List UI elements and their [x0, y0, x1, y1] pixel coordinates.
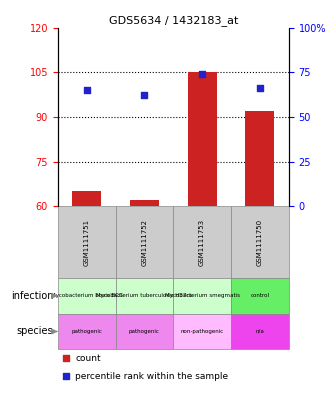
- Bar: [115, 314, 173, 349]
- Text: GSM1111750: GSM1111750: [257, 219, 263, 266]
- Bar: [188, 72, 216, 206]
- Point: [64, 373, 69, 379]
- Text: pathogenic: pathogenic: [71, 329, 102, 334]
- Bar: [173, 206, 231, 278]
- Bar: [231, 278, 289, 314]
- Bar: [115, 206, 173, 278]
- Bar: [231, 206, 289, 278]
- Title: GDS5634 / 1432183_at: GDS5634 / 1432183_at: [109, 15, 238, 26]
- Bar: [231, 314, 289, 349]
- Bar: [58, 314, 115, 349]
- Text: count: count: [75, 354, 101, 363]
- Point: [84, 87, 89, 93]
- Text: non-pathogenic: non-pathogenic: [181, 329, 224, 334]
- Text: Mycobacterium bovis BCG: Mycobacterium bovis BCG: [50, 293, 123, 298]
- Bar: [246, 111, 274, 206]
- Text: Mycobacterium tuberculosis H37ra: Mycobacterium tuberculosis H37ra: [96, 293, 192, 298]
- Bar: [130, 200, 159, 206]
- Text: infection: infection: [11, 291, 53, 301]
- Bar: [58, 206, 115, 278]
- Bar: [72, 191, 101, 206]
- Point: [142, 92, 147, 99]
- Text: pathogenic: pathogenic: [129, 329, 160, 334]
- Text: control: control: [250, 293, 269, 298]
- Bar: [115, 278, 173, 314]
- Bar: [173, 314, 231, 349]
- Point: [257, 85, 263, 92]
- Bar: [58, 278, 115, 314]
- Text: Mycobacterium smegmatis: Mycobacterium smegmatis: [165, 293, 240, 298]
- Text: GSM1111753: GSM1111753: [199, 219, 205, 266]
- Text: percentile rank within the sample: percentile rank within the sample: [75, 372, 228, 381]
- Point: [199, 71, 205, 77]
- Text: GSM1111751: GSM1111751: [83, 219, 90, 266]
- Text: GSM1111752: GSM1111752: [141, 219, 148, 266]
- Text: n/a: n/a: [255, 329, 264, 334]
- Text: species: species: [16, 327, 53, 336]
- Bar: [173, 278, 231, 314]
- Point: [64, 355, 69, 362]
